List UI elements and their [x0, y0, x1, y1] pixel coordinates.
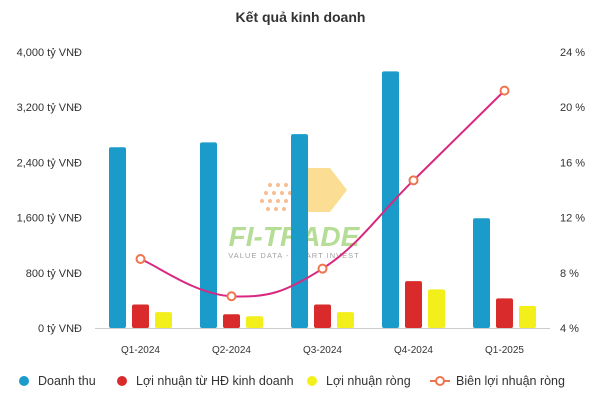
y-left-tick-label: 0 tỷ VNĐ — [38, 323, 82, 335]
legend-item-operating-profit[interactable]: Lợi nhuận từ HĐ kinh doanh — [117, 370, 294, 392]
y-left-tick-label: 2,400 tỷ VNĐ — [17, 157, 82, 169]
legend-label-operating-profit: Lợi nhuận từ HĐ kinh doanh — [136, 374, 294, 388]
legend-swatch-net-profit — [307, 376, 317, 386]
bar — [382, 71, 399, 328]
line-series-layer — [135, 85, 510, 302]
margin-point — [499, 85, 510, 96]
legend-label-net-profit: Lợi nhuận ròng — [326, 374, 411, 388]
bar — [155, 312, 172, 328]
margin-point — [408, 175, 419, 186]
bar — [519, 305, 536, 328]
y-right-tick-label: 24 % — [560, 47, 585, 59]
legend-label-revenue: Doanh thu — [38, 374, 96, 388]
legend-swatch-net-margin — [430, 376, 450, 386]
x-tick-label: Q4-2024 — [394, 345, 433, 356]
bar — [223, 314, 240, 328]
bar — [314, 304, 331, 328]
bar — [496, 298, 513, 328]
bar — [200, 142, 217, 328]
bar — [405, 281, 422, 328]
y-left-tick-label: 1,600 tỷ VNĐ — [17, 213, 82, 225]
y-right-tick-label: 12 % — [560, 213, 585, 225]
x-tick-label: Q1-2024 — [121, 345, 160, 356]
y-axis-right: 4 % 8 % 12 % 16 % 20 % 24 % — [560, 47, 585, 335]
legend-label-net-margin: Biên lợi nhuận ròng — [456, 374, 565, 388]
y-left-tick-label: 3,200 tỷ VNĐ — [17, 102, 82, 114]
chart-title: Kết quả kinh doanh — [235, 9, 366, 25]
bar — [109, 147, 126, 328]
x-tick-label: Q3-2024 — [303, 345, 342, 356]
legend-item-revenue[interactable]: Doanh thu — [19, 370, 96, 392]
bar — [132, 304, 149, 328]
x-axis: Q1-2024 Q2-2024 Q3-2024 Q4-2024 Q1-2025 — [121, 345, 524, 356]
legend-item-net-margin[interactable]: Biên lợi nhuận ròng — [430, 370, 565, 392]
bar — [428, 289, 445, 328]
y-right-tick-label: 16 % — [560, 157, 585, 169]
margin-point — [317, 263, 328, 274]
bar — [291, 134, 308, 328]
margin-point — [135, 254, 146, 264]
x-tick-label: Q1-2025 — [485, 345, 524, 356]
x-tick-label: Q2-2024 — [212, 345, 251, 356]
bar — [246, 316, 263, 328]
y-right-tick-label: 8 % — [560, 268, 579, 280]
y-right-tick-label: 20 % — [560, 102, 585, 114]
bar — [473, 218, 490, 328]
margin-point — [226, 291, 237, 302]
legend-swatch-operating-profit — [117, 376, 127, 386]
bar — [337, 312, 354, 328]
y-right-tick-label: 4 % — [560, 323, 579, 335]
y-left-tick-label: 4,000 tỷ VNĐ — [17, 47, 82, 59]
margin-line — [140, 89, 506, 298]
legend-swatch-revenue — [19, 376, 29, 386]
legend: Doanh thu Lợi nhuận từ HĐ kinh doanh Lợi… — [0, 370, 601, 392]
legend-item-net-profit[interactable]: Lợi nhuận ròng — [307, 370, 411, 392]
y-left-tick-label: 800 tỷ VNĐ — [26, 268, 82, 280]
y-axis-left: 0 tỷ VNĐ 800 tỷ VNĐ 1,600 tỷ VNĐ 2,400 tỷ V… — [17, 47, 82, 335]
